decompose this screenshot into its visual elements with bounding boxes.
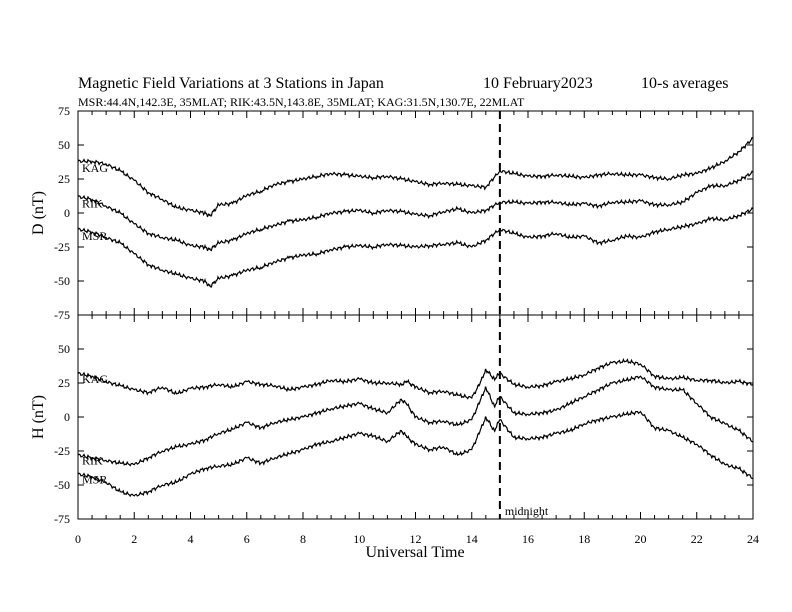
x-tick-label: 12: [410, 532, 422, 546]
x-tick-label: 14: [466, 532, 478, 546]
panel-h-ylabel: H (nT): [30, 395, 47, 439]
y-tick-label: 25: [58, 172, 70, 186]
y-tick-label: -50: [54, 274, 70, 288]
series-line-kag-h: [77, 358, 754, 400]
y-tick-label: 75: [58, 104, 70, 118]
series-line-msr-h: [77, 409, 754, 498]
y-tick-label: 0: [64, 410, 70, 424]
x-axis-label: Universal Time: [365, 544, 464, 561]
stations-line: MSR:44.4N,142.3E, 35MLAT; RIK:43.5N,143.…: [78, 95, 525, 109]
y-tick-label: -25: [54, 240, 70, 254]
series-line-rik-h: [77, 375, 754, 467]
traces-layer: KAG RIK MSR KAG RIK MSR: [77, 136, 754, 498]
y-tick-label: 50: [58, 138, 70, 152]
y-tick-label: 50: [58, 342, 70, 356]
series-label-msr-h: MSR: [82, 473, 107, 487]
x-tick-label: 18: [578, 532, 590, 546]
x-tick-label: 8: [300, 532, 306, 546]
series-label-kag-d: KAG: [82, 161, 108, 175]
chart-title: Magnetic Field Variations at 3 Stations …: [78, 75, 384, 92]
midnight-label: midnight: [505, 504, 549, 518]
panel-d-ylabel: D (nT): [30, 191, 47, 235]
x-tick-label: 2: [131, 532, 137, 546]
x-tick-label: 4: [188, 532, 194, 546]
x-tick-label: 20: [635, 532, 647, 546]
y-tick-label: -75: [54, 512, 70, 526]
chart-averaging: 10-s averages: [641, 75, 729, 92]
series-label-kag-h: KAG: [82, 372, 108, 386]
y-tick-label: 25: [58, 376, 70, 390]
x-tick-label: 0: [75, 532, 81, 546]
y-tick-label: -25: [54, 444, 70, 458]
series-line-msr-d: [77, 207, 754, 288]
series-line-rik-d: [77, 170, 754, 252]
x-tick-label: 6: [244, 532, 250, 546]
y-tick-label: -75: [54, 308, 70, 322]
series-label-rik-d: RIK: [82, 197, 103, 211]
series-label-msr-d: MSR: [82, 229, 107, 243]
x-tick-label: 10: [353, 532, 365, 546]
chart-date: 10 February2023: [483, 75, 593, 92]
x-tick-label: 24: [747, 532, 759, 546]
y-tick-label: -50: [54, 478, 70, 492]
y-tick-label: 0: [64, 206, 70, 220]
panel-d-frame: [77, 110, 754, 316]
series-label-rik-h: RIK: [82, 454, 103, 468]
series-line-kag-d: [77, 136, 754, 218]
x-tick-label: 16: [522, 532, 534, 546]
x-tick-label: 22: [691, 532, 703, 546]
